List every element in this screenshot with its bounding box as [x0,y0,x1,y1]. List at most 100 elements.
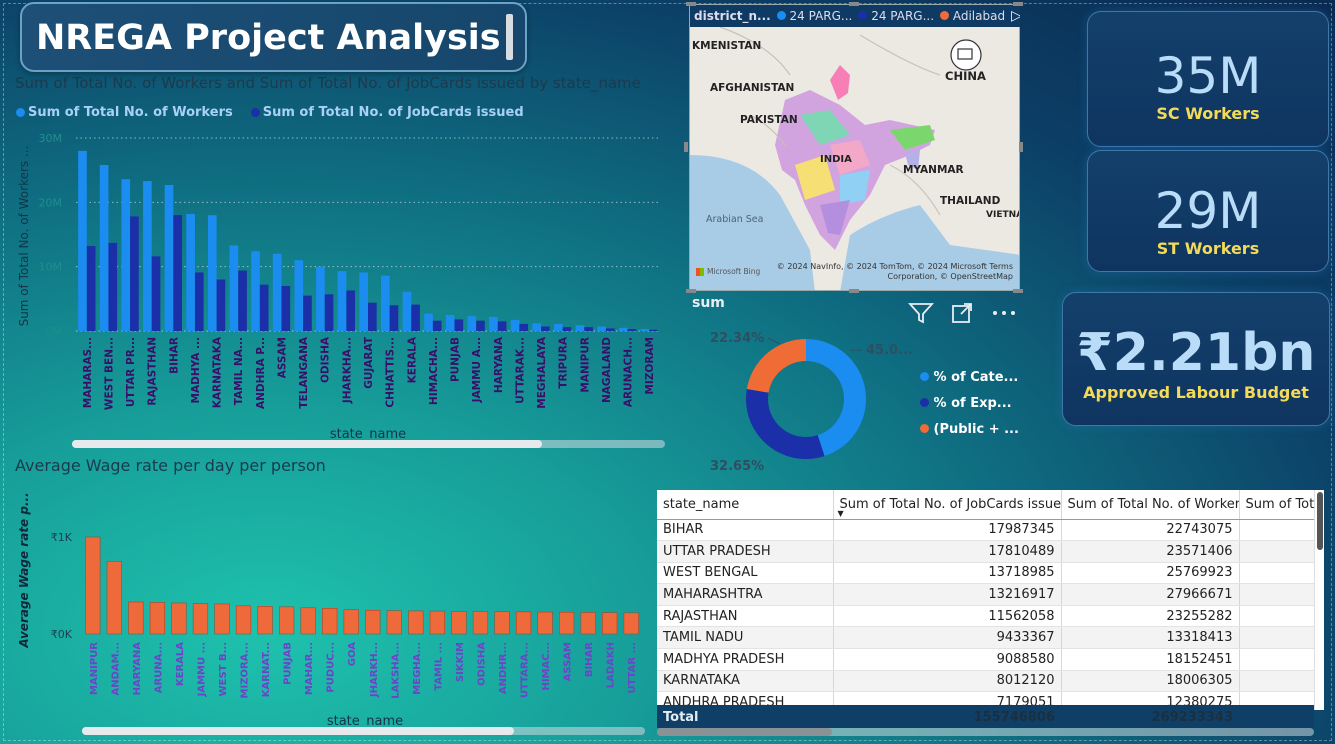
scrollbar-thumb[interactable] [1317,492,1323,550]
bar-wage[interactable] [192,603,209,635]
legend-item-jobcards[interactable]: Sum of Total No. of JobCards issued [250,105,524,120]
column-header[interactable]: state_name [657,490,834,520]
bar-jobcards[interactable] [454,319,464,331]
bar-workers[interactable] [78,150,87,331]
scrollbar-thumb[interactable] [82,727,514,735]
bar-workers[interactable] [467,316,477,331]
filter-icon[interactable] [908,301,934,325]
bar-workers[interactable] [618,327,628,331]
bar-jobcards[interactable] [497,321,507,331]
more-options-icon[interactable] [990,301,1018,325]
resize-handle[interactable] [849,2,859,6]
bar-wage[interactable] [322,607,338,635]
resize-handle[interactable] [1019,142,1023,152]
bar-workers[interactable] [207,215,217,331]
bar-wage[interactable] [300,607,316,635]
bar-wage[interactable] [451,611,467,635]
bar-workers[interactable] [272,253,282,331]
bar-wage[interactable] [214,603,230,635]
donut-slice[interactable] [746,339,806,393]
focus-mode-icon[interactable] [950,301,974,325]
bar-jobcards[interactable] [216,279,226,331]
bar-workers[interactable] [316,266,325,331]
bar-jobcards[interactable] [389,305,399,331]
resize-handle[interactable] [1013,2,1023,6]
bar-jobcards[interactable] [173,215,182,331]
bar-workers[interactable] [337,271,347,331]
bar-jobcards[interactable] [86,246,96,331]
bar-wage[interactable] [128,601,144,635]
map-canvas[interactable]: KMENISTAN AFGHANISTAN PAKISTAN INDIA CHI… [690,5,1020,291]
table-row[interactable]: BIHAR 17987345 22743075 [657,519,1314,542]
bar-wage[interactable] [171,602,187,635]
bar-workers[interactable] [99,165,109,331]
bar-workers[interactable] [445,314,455,331]
resize-handle[interactable] [849,289,859,293]
table-vertical-scrollbar[interactable] [1314,490,1324,710]
table-row[interactable]: MAHARASHTRA 13216917 27966671 [657,583,1314,606]
bar-wage[interactable] [85,536,101,635]
resize-handle[interactable] [684,142,688,152]
bar-workers[interactable] [424,313,433,331]
bar-jobcards[interactable] [259,284,269,331]
bar-wage[interactable] [106,560,122,635]
bar-jobcards[interactable] [281,285,291,331]
bar-wage[interactable] [494,611,510,635]
donut-legend-item[interactable]: % of Exp... [920,391,1019,417]
donut-legend-item[interactable]: (Public + ... [920,417,1019,443]
bar-jobcards[interactable] [584,327,593,331]
bar-workers[interactable] [510,320,520,331]
bar-workers[interactable] [143,181,152,331]
table-row[interactable]: UTTAR PRADESH 17810489 23571406 [657,540,1314,563]
table-row[interactable]: KARNATAKA 8012120 18006305 [657,670,1314,693]
bar-jobcards[interactable] [649,329,658,331]
bar-workers[interactable] [575,325,585,331]
bar-jobcards[interactable] [130,216,139,331]
bar-wage[interactable] [580,612,596,635]
legend-item-workers[interactable]: Sum of Total No. of Workers [16,105,233,120]
bar-jobcards[interactable] [108,242,118,331]
bar-workers[interactable] [402,291,412,331]
bar-wage[interactable] [257,606,273,635]
column-header-sorted[interactable]: Sum of Total No. of JobCards issued ▼ [833,490,1062,520]
map-legend-item[interactable]: Adilabad [940,9,1005,23]
bar-wage[interactable] [343,609,359,635]
bar-jobcards[interactable] [151,256,161,331]
bar-wage[interactable] [515,611,532,635]
bar-jobcards[interactable] [605,328,615,331]
bar-wage[interactable] [149,602,166,635]
bar-jobcards[interactable] [562,327,572,331]
bar-wage[interactable] [408,610,424,635]
bar-jobcards[interactable] [324,294,334,331]
donut-slice[interactable] [806,339,866,457]
resize-handle[interactable] [686,2,696,6]
bar-jobcards[interactable] [303,295,312,331]
bar-workers[interactable] [554,323,563,331]
wage-chart-scrollbar[interactable] [82,727,645,735]
table-row[interactable]: MADHYA PRADESH 9088580 18152451 [657,648,1314,671]
bar-jobcards[interactable] [368,302,377,331]
donut-chart[interactable]: 45.0... 32.65% 22.34% [690,320,930,480]
bar-workers[interactable] [640,329,650,331]
bar-jobcards[interactable] [238,270,247,331]
bar-wage[interactable] [558,611,575,635]
bar-jobcards[interactable] [411,304,420,331]
resize-handle[interactable] [1013,289,1023,293]
bar-workers[interactable] [294,260,304,331]
bar-jobcards[interactable] [346,290,356,331]
bar-workers[interactable] [251,251,260,331]
donut-slice[interactable] [746,389,825,459]
map-focus-icon[interactable] [950,39,982,71]
table-row[interactable]: TAMIL NADU 9433367 13318413 [657,626,1314,650]
table-row[interactable]: WEST BENGAL 13718985 25769923 [657,562,1314,585]
map-legend-item[interactable]: 24 PARG... [858,9,934,23]
workers-chart-scrollbar[interactable] [72,440,665,448]
bar-workers[interactable] [164,184,174,331]
bar-wage[interactable] [602,612,618,635]
bar-jobcards[interactable] [541,326,550,331]
column-header[interactable]: Sum of Tot [1239,490,1314,520]
bar-workers[interactable] [359,272,368,331]
donut-legend-item[interactable]: % of Cate... [920,365,1019,391]
bar-workers[interactable] [532,323,542,331]
legend-next-icon[interactable]: ▷ [1011,8,1020,24]
